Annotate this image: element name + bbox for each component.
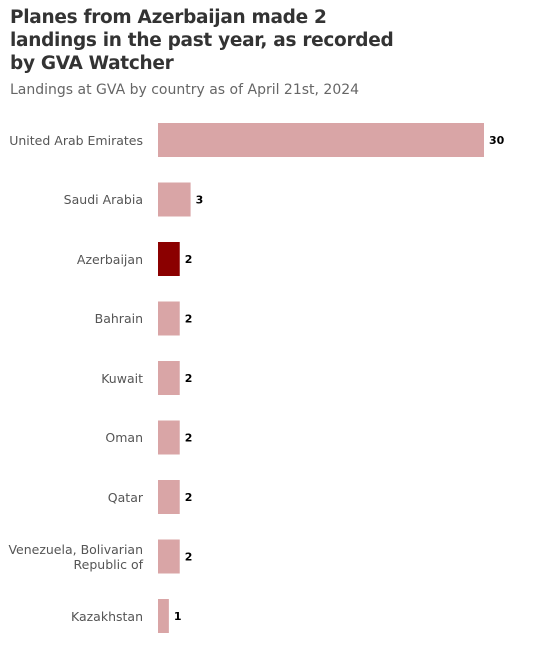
category-label: Azerbaijan xyxy=(76,251,143,267)
chart-title: Planes from Azerbaijan made 2 landings i… xyxy=(10,7,394,74)
value-label: 2 xyxy=(185,432,193,445)
category-label: Venezuela, Bolivarian Republic of xyxy=(8,541,143,572)
value-label: 2 xyxy=(185,551,193,564)
bar xyxy=(158,361,180,395)
chart-subtitle: Landings at GVA by country as of April 2… xyxy=(10,82,360,98)
bar xyxy=(158,301,180,336)
bar xyxy=(158,420,180,455)
bar xyxy=(158,539,180,574)
category-label: Kuwait xyxy=(101,370,143,386)
value-label: 30 xyxy=(489,134,505,147)
value-label: 2 xyxy=(185,253,193,266)
category-label: Bahrain xyxy=(94,311,143,326)
category-label: Kazakhstan xyxy=(70,608,143,624)
value-label: 3 xyxy=(196,194,204,207)
value-label: 2 xyxy=(185,313,193,326)
category-label: Oman xyxy=(105,430,143,445)
category-label: United Arab Emirates xyxy=(9,132,143,148)
bar xyxy=(158,599,169,633)
value-label: 1 xyxy=(174,610,182,623)
bar xyxy=(158,480,180,514)
category-label: Saudi Arabia xyxy=(63,192,143,207)
bar xyxy=(158,182,191,217)
value-label: 2 xyxy=(185,491,193,504)
bar xyxy=(158,123,484,157)
category-label: Qatar xyxy=(107,489,143,505)
bar xyxy=(158,242,180,276)
value-label: 2 xyxy=(185,372,193,385)
